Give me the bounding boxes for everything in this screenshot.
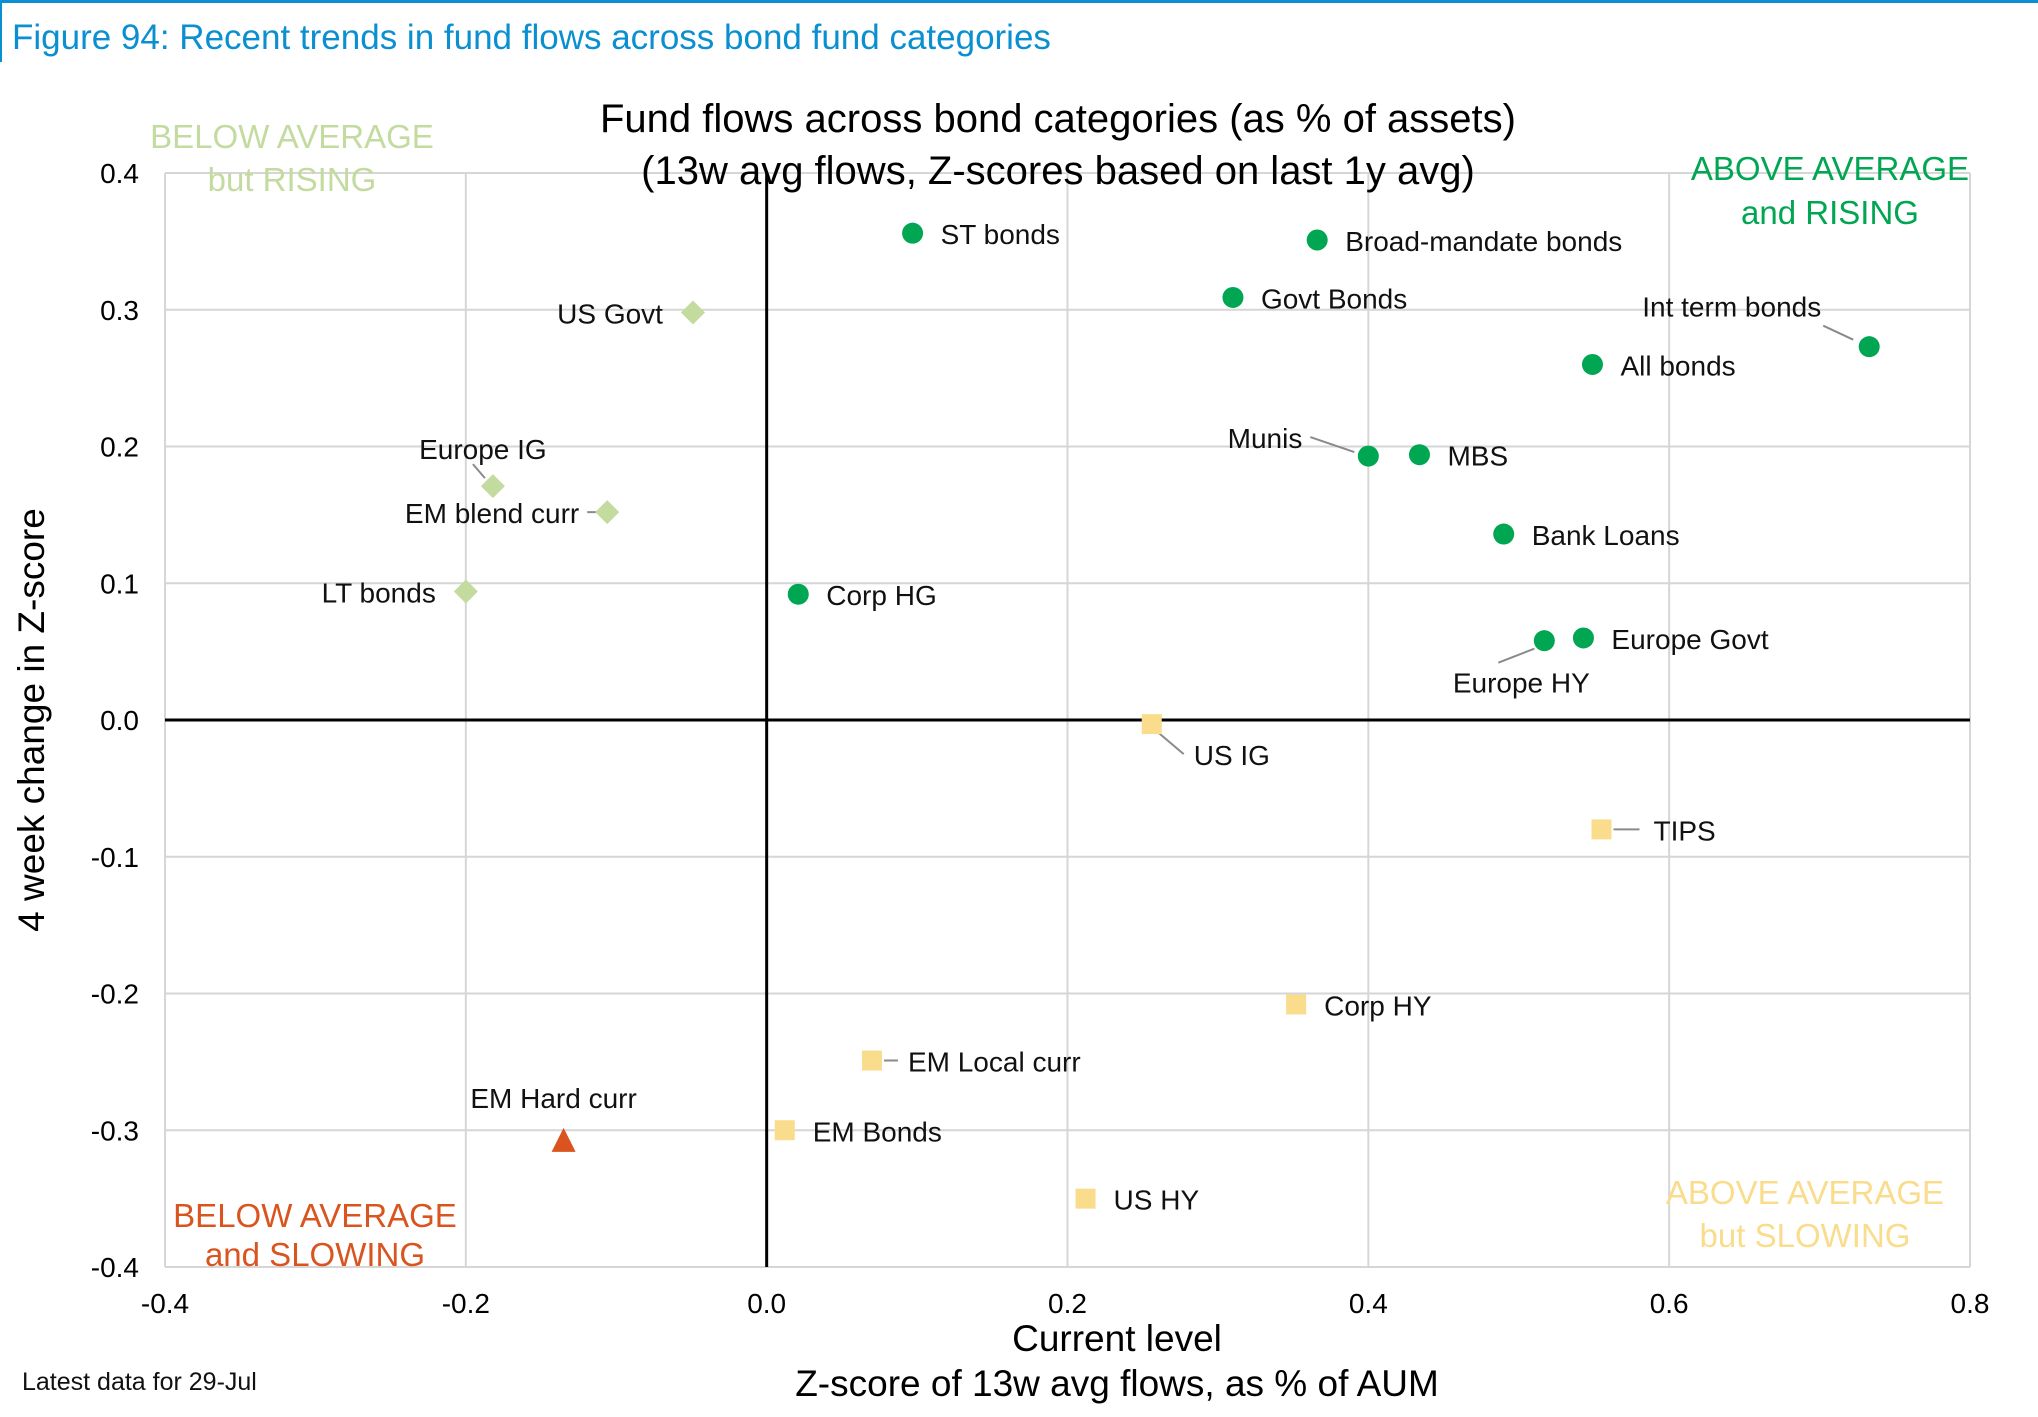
point-corp-hy <box>1286 994 1307 1015</box>
top-rule <box>0 0 2038 3</box>
chart-title: Fund flows across bond categories (as % … <box>600 97 1516 141</box>
y-axis-label: 4 week change in Z-score <box>11 508 52 932</box>
quadrant-label-line2: but SLOWING <box>1700 1217 1911 1254</box>
y-tick-label: -0.1 <box>91 842 139 873</box>
y-tick-label: 0.1 <box>100 568 139 599</box>
quadrant-label-line2: but RISING <box>208 161 377 198</box>
leader-line-europe-ig <box>472 463 486 479</box>
label-europe-hy: Europe HY <box>1453 668 1590 699</box>
leader-line-munis <box>1310 436 1355 454</box>
label-us-ig: US IG <box>1194 740 1270 771</box>
label-europe-ig: Europe IG <box>419 434 547 465</box>
quadrant-label-line1: BELOW AVERAGE <box>173 1197 457 1234</box>
x-tick-label: 0.8 <box>1951 1288 1990 1319</box>
point-govt-bonds <box>1222 286 1244 308</box>
label-lt-bonds: LT bonds <box>322 577 436 608</box>
point-europe-hy <box>1533 630 1555 652</box>
quadrant-labels: ABOVE AVERAGE and RISING BELOW AVERAGE but … <box>150 118 1969 1273</box>
label-st-bonds: ST bonds <box>941 219 1060 250</box>
point-us-govt <box>680 300 705 325</box>
point-europe-govt <box>1572 627 1594 649</box>
x-tick-label: -0.2 <box>442 1288 490 1319</box>
leader-lines <box>472 324 1854 1062</box>
quadrant-label-line1: ABOVE AVERAGE <box>1691 150 1969 187</box>
point-corp-hg <box>787 583 809 605</box>
x-tick-label: 0.0 <box>747 1288 786 1319</box>
y-tick-label: 0.0 <box>100 705 139 736</box>
quadrant-label-line1: ABOVE AVERAGE <box>1666 1174 1944 1211</box>
label-em-blend-curr: EM blend curr <box>405 498 579 529</box>
point-em-local-curr <box>861 1050 882 1071</box>
x-tick-label: 0.6 <box>1650 1288 1689 1319</box>
point-bank-loans <box>1493 523 1515 545</box>
point-us-ig <box>1141 714 1162 735</box>
chart-subtitle: (13w avg flows, Z-scores based on last 1… <box>641 149 1475 193</box>
label-int-term-bonds: Int term bonds <box>1642 292 1821 323</box>
label-europe-govt: Europe Govt <box>1611 624 1768 655</box>
label-us-hy: US HY <box>1114 1185 1200 1216</box>
left-rule <box>0 0 2 62</box>
figure-title: Figure 94: Recent trends in fund flows a… <box>12 18 1051 57</box>
x-tick-label: -0.4 <box>141 1288 189 1319</box>
label-corp-hy: Corp HY <box>1324 990 1432 1021</box>
label-us-govt: US Govt <box>557 298 663 329</box>
point-europe-ig <box>480 474 505 499</box>
quadrant-label-line2: and RISING <box>1741 194 1919 231</box>
point-broad-mandate-bonds <box>1306 229 1328 251</box>
label-em-bonds: EM Bonds <box>813 1116 942 1147</box>
point-em-hard-curr <box>551 1127 576 1152</box>
point-lt-bonds <box>453 579 478 604</box>
axes <box>165 173 1970 1267</box>
y-tick-label: 0.3 <box>100 295 139 326</box>
leader-line-int-term-bonds <box>1822 324 1854 341</box>
label-corp-hg: Corp HG <box>826 580 936 611</box>
leader-line-europe-hy <box>1497 647 1535 664</box>
point-munis <box>1357 445 1379 467</box>
point-em-bonds <box>774 1120 795 1141</box>
point-all-bonds <box>1581 353 1603 375</box>
y-tick-label: -0.4 <box>91 1252 139 1283</box>
label-tips: TIPS <box>1653 815 1715 846</box>
point-em-blend-curr <box>595 500 620 525</box>
point-int-term-bonds <box>1858 336 1880 358</box>
label-em-local-curr: EM Local curr <box>908 1047 1081 1078</box>
point-mbs <box>1408 444 1430 466</box>
y-tick-label: 0.4 <box>100 158 139 189</box>
x-axis-label: Current level <box>1012 1318 1222 1359</box>
label-bank-loans: Bank Loans <box>1532 520 1680 551</box>
label-munis: Munis <box>1228 423 1303 454</box>
x-axis-sublabel: Z-score of 13w avg flows, as % of AUM <box>795 1363 1439 1404</box>
x-tick-label: 0.4 <box>1349 1288 1388 1319</box>
point-tips <box>1591 819 1612 840</box>
label-broad-mandate-bonds: Broad-mandate bonds <box>1345 226 1622 257</box>
label-govt-bonds: Govt Bonds <box>1261 283 1407 314</box>
quadrant-label-line1: BELOW AVERAGE <box>150 118 434 155</box>
y-tick-label: 0.2 <box>100 432 139 463</box>
y-tick-label: -0.3 <box>91 1115 139 1146</box>
label-mbs: MBS <box>1447 441 1508 472</box>
footnote: Latest data for 29-Jul <box>22 1368 257 1396</box>
point-labels: ST bonds Broad-mandate bonds Govt Bonds Int… <box>322 219 1822 1215</box>
quadrant-label-line2: and SLOWING <box>205 1236 425 1273</box>
leader-line-us-ig <box>1157 731 1185 755</box>
label-all-bonds: All bonds <box>1620 350 1735 381</box>
x-tick-label: 0.2 <box>1048 1288 1087 1319</box>
chart-titles: Fund flows across bond categories (as % … <box>11 97 1516 1404</box>
data-points <box>453 222 1880 1209</box>
y-tick-label: -0.2 <box>91 979 139 1010</box>
label-em-hard-curr: EM Hard curr <box>470 1083 636 1114</box>
point-us-hy <box>1075 1188 1096 1209</box>
point-st-bonds <box>902 222 924 244</box>
tick-labels: -0.4 -0.2 0.0 0.2 0.4 0.6 0.8 0.4 0.3 0.2 0.1 0.0 -0… <box>91 158 1990 1319</box>
